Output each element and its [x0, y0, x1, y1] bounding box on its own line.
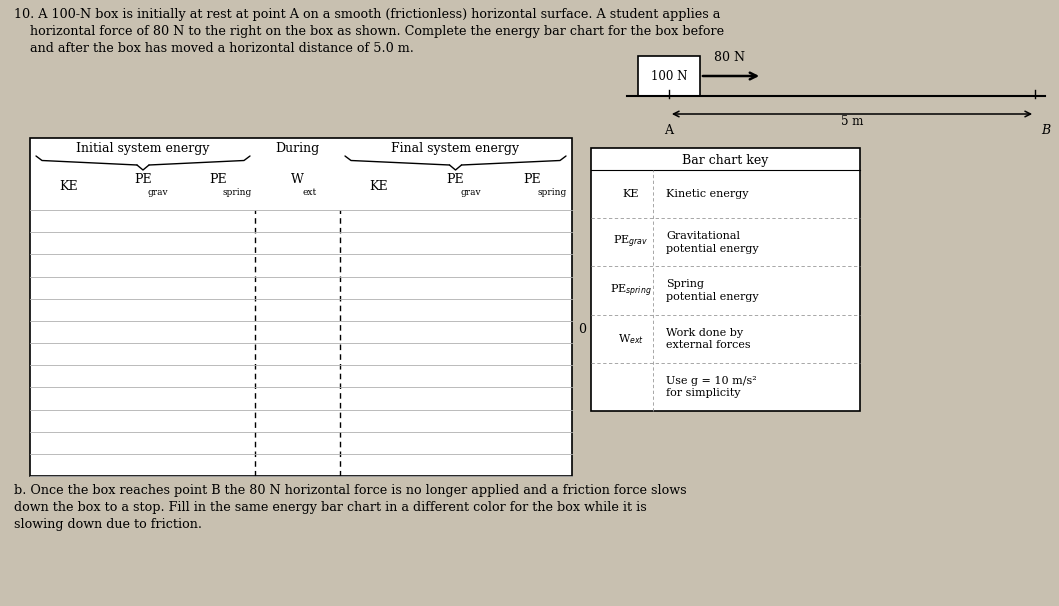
FancyBboxPatch shape [30, 138, 572, 476]
Text: and after the box has moved a horizontal distance of 5.0 m.: and after the box has moved a horizontal… [14, 42, 414, 55]
Text: W$_{ext}$: W$_{ext}$ [617, 332, 644, 345]
Text: B: B [1041, 124, 1051, 137]
Text: PE: PE [134, 173, 151, 186]
Text: KE: KE [370, 179, 388, 193]
Text: W: W [291, 173, 304, 186]
Text: Final system energy: Final system energy [392, 142, 520, 155]
Text: 100 N: 100 N [651, 70, 687, 82]
Text: 10. A 100-N box is initially at rest at point A on a smooth (frictionless) horiz: 10. A 100-N box is initially at rest at … [14, 8, 720, 21]
Text: spring: spring [538, 188, 567, 197]
Text: Use g = 10 m/s²
for simplicity: Use g = 10 m/s² for simplicity [666, 376, 757, 398]
FancyBboxPatch shape [638, 56, 700, 96]
Text: 5 m: 5 m [841, 115, 863, 128]
Text: 80 N: 80 N [715, 51, 746, 64]
Text: down the box to a stop. Fill in the same energy bar chart in a different color f: down the box to a stop. Fill in the same… [14, 501, 647, 514]
Text: PE: PE [209, 173, 227, 186]
Text: Gravitational
potential energy: Gravitational potential energy [666, 231, 758, 253]
Text: Bar chart key: Bar chart key [682, 154, 769, 167]
Text: During: During [275, 142, 320, 155]
FancyBboxPatch shape [591, 148, 860, 411]
Text: grav: grav [461, 188, 481, 197]
Text: KE: KE [623, 189, 640, 199]
Text: PE$_{spring}$: PE$_{spring}$ [610, 282, 652, 299]
Text: Initial system energy: Initial system energy [76, 142, 210, 155]
Text: Work done by
external forces: Work done by external forces [666, 327, 751, 350]
Text: ext: ext [303, 188, 317, 197]
Text: 0: 0 [578, 323, 586, 336]
Text: b. Once the box reaches point B the 80 N horizontal force is no longer applied a: b. Once the box reaches point B the 80 N… [14, 484, 686, 497]
Text: KE: KE [59, 179, 77, 193]
Text: horizontal force of 80 N to the right on the box as shown. Complete the energy b: horizontal force of 80 N to the right on… [14, 25, 724, 38]
Text: grav: grav [148, 188, 168, 197]
Text: Spring
potential energy: Spring potential energy [666, 279, 758, 302]
Text: A: A [664, 124, 674, 137]
Text: spring: spring [222, 188, 252, 197]
Text: PE: PE [447, 173, 464, 186]
Text: PE$_{grav}$: PE$_{grav}$ [613, 234, 649, 250]
Text: PE: PE [524, 173, 541, 186]
Text: slowing down due to friction.: slowing down due to friction. [14, 518, 202, 531]
Text: Kinetic energy: Kinetic energy [666, 189, 749, 199]
